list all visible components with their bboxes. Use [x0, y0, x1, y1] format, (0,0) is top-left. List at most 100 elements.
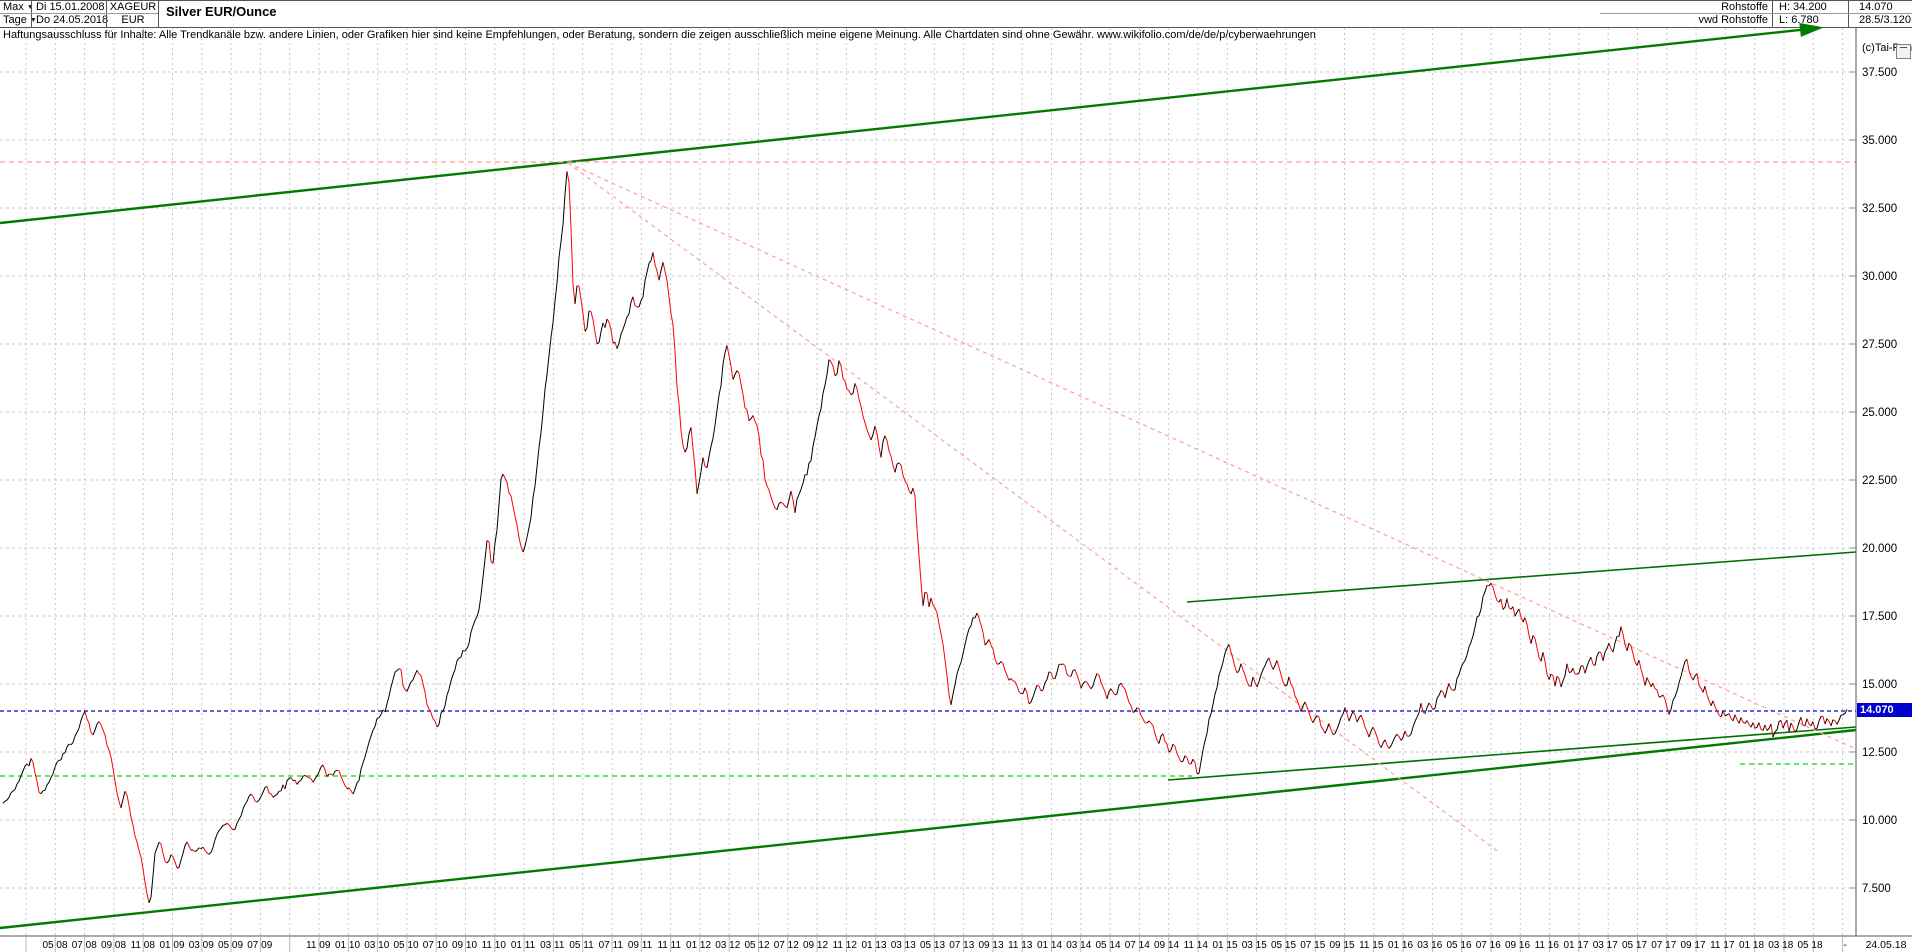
x-tick-label: 03 18 — [1768, 940, 1793, 951]
disclaimer-text: Haftungsausschluss für Inhalte: Alle Tre… — [3, 29, 1316, 41]
y-axis-labels: 37.500 35.000 32.500 30.000 27.500 25.000 22.5… — [1850, 67, 1897, 895]
peak-fan-shallow[interactable] — [567, 162, 1857, 750]
last-price-axis-tag: 14.070 — [1857, 703, 1912, 717]
x-tick-label: 07 13 — [949, 940, 974, 951]
x-tick-label: 01 09 — [159, 940, 184, 951]
range-dropdown[interactable]: Max ▼ — [3, 1, 34, 14]
chevron-down-icon: ▼ — [27, 4, 34, 11]
x-tick-label: 01 17 — [1563, 940, 1588, 951]
peak-fan-steep[interactable] — [567, 162, 1501, 854]
x-tick-label: 03 14 — [1066, 940, 1091, 951]
x-tick-label: 11 11 — [657, 940, 681, 951]
y-tick-label: 35.000 — [1862, 135, 1897, 147]
symbol-currency: EUR — [121, 14, 145, 26]
symbol-code: XAGEUR — [109, 1, 157, 13]
x-axis-labels: 05 08 07 08 09 08 11 08 01 09 03 09 05 09 07 09… — [42, 939, 1906, 951]
x-tick-label: 05 17 — [1622, 940, 1647, 951]
price-line-up-segments — [2, 171, 1848, 904]
low-value: L: 6.780 — [1779, 14, 1819, 26]
x-tick-label: 09 16 — [1505, 940, 1530, 951]
minimize-icon[interactable] — [1896, 44, 1911, 59]
x-tick-label: 05 13 — [920, 940, 945, 951]
date-from[interactable]: Di 15.01.2008 — [36, 1, 105, 13]
trend-channel-bottom[interactable] — [0, 728, 1857, 930]
x-tick-label: 05 08 — [42, 940, 67, 951]
y-tick-label: 7.500 — [1862, 883, 1891, 895]
divider — [158, 0, 159, 27]
price-line[interactable] — [2, 171, 1848, 904]
x-tick-label: 07 12 — [774, 940, 799, 951]
x-tick-label: 09 10 — [452, 940, 477, 951]
x-tick-label: 01 13 — [861, 940, 886, 951]
x-tick-label: 11 13 — [1008, 940, 1033, 951]
x-tick-label: 07 11 — [599, 940, 624, 951]
x-tick-label: 07 16 — [1476, 940, 1501, 951]
grid-lines — [0, 28, 1856, 952]
price-line-down-segments — [26, 171, 1838, 904]
y-tick-label: 30.000 — [1862, 271, 1897, 283]
divider — [1600, 13, 1912, 14]
x-tick-label: 03 10 — [364, 940, 389, 951]
x-tick-label: 11 08 — [131, 940, 156, 951]
y-tick-label: 12.500 — [1862, 747, 1897, 759]
x-tick-label: 11 14 — [1184, 940, 1209, 951]
y-tick-label: 22.500 — [1862, 475, 1897, 487]
period-dropdown[interactable]: Tage ▼ — [3, 14, 37, 27]
x-axis-end-date: 24.05.18 — [1866, 939, 1907, 951]
x-tick-label: 01 12 — [686, 940, 711, 951]
x-tick-label: 11 17 — [1710, 940, 1735, 951]
last-price-value: 14.070 — [1859, 1, 1893, 13]
x-tick-label: 07 17 — [1651, 940, 1676, 951]
x-tick-label: 03 15 — [1242, 940, 1267, 951]
y-tick-label: 15.000 — [1862, 679, 1897, 691]
feed-label: vwd Rohstoffe — [1698, 14, 1768, 26]
trend-lines — [0, 22, 1857, 930]
x-tick-label: 03 13 — [891, 940, 916, 951]
x-tick-label: 09 11 — [628, 940, 653, 951]
x-tick-label: 11 12 — [833, 940, 858, 951]
x-tick-label: 05 16 — [1446, 940, 1471, 951]
x-tick-label: 05 14 — [1095, 940, 1120, 951]
x-tick-label: 05 15 — [1271, 940, 1296, 951]
x-tick-label: 01 18 — [1739, 940, 1764, 951]
y-tick-label: 37.500 — [1862, 67, 1897, 79]
date-to[interactable]: Do 24.05.2018 — [36, 14, 109, 26]
x-tick-label: 03 16 — [1417, 940, 1442, 951]
y-tick-label: 20.000 — [1862, 543, 1897, 555]
trend-channel-top-arrowhead — [1799, 22, 1824, 37]
x-tick-label: 07 09 — [247, 940, 272, 951]
y-tick-label: 17.500 — [1862, 611, 1897, 623]
resistance-green-upper[interactable] — [1186, 551, 1857, 603]
x-tick-label: 07 14 — [1125, 940, 1150, 951]
x-tick-label: 11 16 — [1535, 940, 1560, 951]
support-green-lower[interactable] — [1167, 726, 1857, 781]
x-tick-label: 09 14 — [1154, 940, 1179, 951]
x-tick-label: 01 14 — [1037, 940, 1062, 951]
range-dropdown-label: Max — [3, 1, 24, 13]
category-label: Rohstoffe — [1721, 1, 1768, 13]
x-tick-label: 09 08 — [101, 940, 126, 951]
divider — [0, 13, 158, 14]
x-tick-label: 03 12 — [715, 940, 740, 951]
trend-channel-top[interactable] — [0, 26, 1819, 225]
x-axis-end-dash: - — [1843, 940, 1846, 951]
x-tick-label: 09 12 — [803, 940, 828, 951]
x-tick-label: 11 09 — [306, 940, 331, 951]
x-tick-label: 11 15 — [1359, 940, 1384, 951]
x-tick-label: 11 10 — [482, 940, 507, 951]
x-tick-label: 05 11 — [569, 940, 594, 951]
x-tick-label: 07 10 — [423, 940, 448, 951]
period-dropdown-label: Tage — [3, 14, 27, 26]
x-tick-label: 03 11 — [540, 940, 565, 951]
x-tick-label: 05 12 — [744, 940, 769, 951]
x-tick-label: 09 13 — [978, 940, 1003, 951]
x-tick-label: 03 09 — [189, 940, 214, 951]
y-tick-label: 32.500 — [1862, 203, 1897, 215]
window-top-border — [0, 0, 1912, 1]
header-bottom-border — [0, 27, 1912, 28]
x-tick-label: 01 10 — [335, 940, 360, 951]
x-tick-label: 03 17 — [1593, 940, 1618, 951]
